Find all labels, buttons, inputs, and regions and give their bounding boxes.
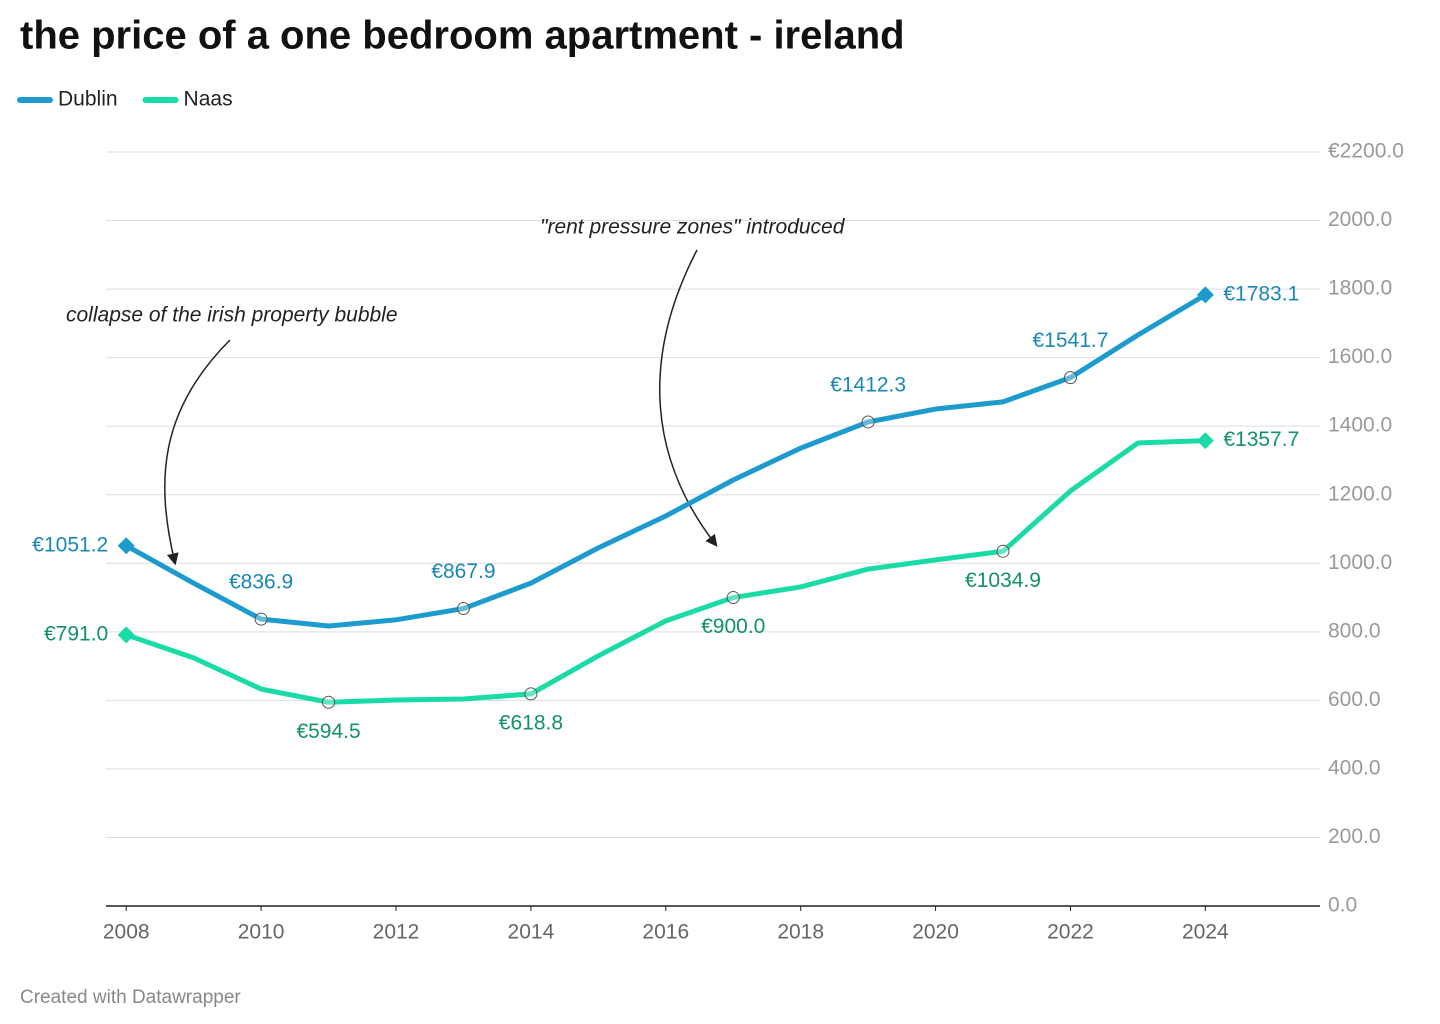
annotation-arrow bbox=[659, 249, 718, 547]
data-label: €1034.9 bbox=[965, 569, 1041, 592]
annotation: collapse of the irish property bubble bbox=[66, 304, 398, 327]
x-tick-label: 2024 bbox=[1182, 921, 1229, 944]
y-tick-label: 1600.0 bbox=[1328, 345, 1392, 368]
data-label: €1412.3 bbox=[830, 374, 906, 397]
point-marker bbox=[524, 687, 538, 701]
data-label: €594.5 bbox=[296, 720, 360, 743]
data-label: €867.9 bbox=[431, 560, 495, 583]
end-marker bbox=[117, 626, 135, 644]
x-tick-label: 2010 bbox=[238, 921, 285, 944]
y-tick-label: €2200.0 bbox=[1328, 140, 1404, 163]
point-marker bbox=[726, 591, 740, 605]
data-label: €836.9 bbox=[229, 571, 293, 594]
chart-title: the price of a one bedroom apartment - i… bbox=[20, 14, 905, 58]
y-tick-label: 2000.0 bbox=[1328, 208, 1392, 231]
point-marker bbox=[254, 612, 268, 626]
grid bbox=[106, 151, 1320, 911]
y-tick-label: 200.0 bbox=[1328, 825, 1381, 848]
x-tick-label: 2018 bbox=[777, 921, 824, 944]
data-label: €1051.2 bbox=[32, 533, 108, 556]
footer: Created with Datawrapper bbox=[20, 987, 241, 1008]
y-tick-label: 1400.0 bbox=[1328, 414, 1392, 437]
y-tick-label: 800.0 bbox=[1328, 619, 1381, 642]
data-label: €1541.7 bbox=[1032, 329, 1108, 352]
x-tick-label: 2012 bbox=[373, 921, 420, 944]
legend: Dublin Naas bbox=[17, 88, 233, 111]
annotation: "rent pressure zones" introduced bbox=[540, 216, 846, 239]
x-tick-label: 2020 bbox=[912, 921, 959, 944]
annotation-arrow bbox=[164, 339, 231, 566]
point-marker bbox=[456, 602, 470, 616]
legend-label: Naas bbox=[184, 88, 233, 111]
data-label: €1783.1 bbox=[1223, 282, 1299, 305]
data-label: €618.8 bbox=[499, 711, 563, 734]
x-tick-label: 2016 bbox=[642, 921, 689, 944]
x-tick-label: 2008 bbox=[103, 921, 150, 944]
y-tick-label: 0.0 bbox=[1328, 894, 1357, 917]
y-tick-label: 600.0 bbox=[1328, 688, 1381, 711]
y-tick-label: 1200.0 bbox=[1328, 482, 1392, 505]
point-marker bbox=[322, 695, 336, 709]
line bbox=[125, 438, 1206, 705]
legend-label: Dublin bbox=[58, 88, 118, 111]
point-marker bbox=[861, 415, 875, 429]
y-tick-label: 1000.0 bbox=[1328, 551, 1392, 574]
y-tick-label: 1800.0 bbox=[1328, 277, 1392, 300]
y-tick-label: 400.0 bbox=[1328, 756, 1381, 779]
point-marker bbox=[1063, 371, 1077, 385]
point-marker bbox=[996, 544, 1010, 558]
end-marker bbox=[117, 537, 135, 555]
data-label: €791.0 bbox=[44, 622, 108, 645]
end-marker bbox=[1196, 432, 1214, 450]
data-label: €900.0 bbox=[701, 615, 765, 638]
data-label: €1357.7 bbox=[1223, 428, 1299, 451]
x-tick-label: 2022 bbox=[1047, 921, 1094, 944]
line bbox=[125, 292, 1207, 629]
x-tick-label: 2014 bbox=[508, 921, 555, 944]
